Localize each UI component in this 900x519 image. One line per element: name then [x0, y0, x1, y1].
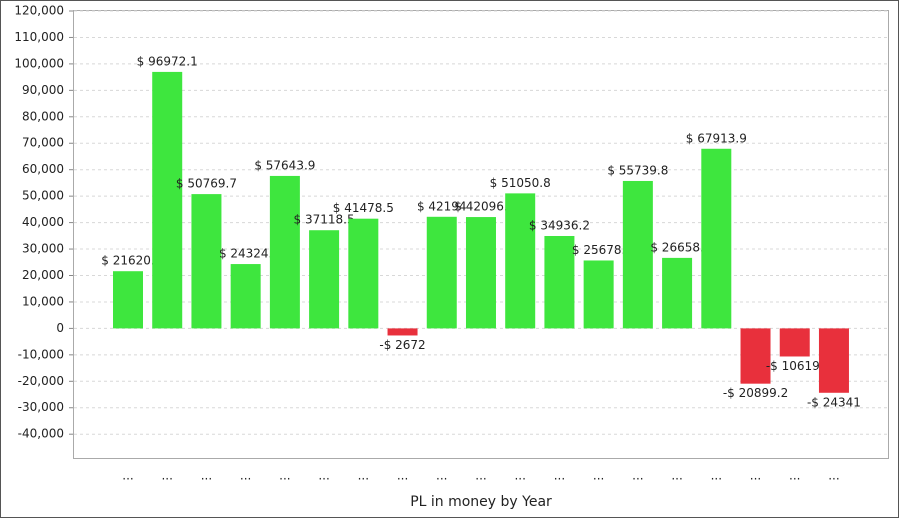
- data-label: $ 24324.: [219, 247, 272, 261]
- data-label: -$ 10619.: [766, 359, 824, 373]
- bar: [779, 328, 810, 357]
- x-tick-label: ...: [554, 469, 565, 483]
- y-tick-label: 80,000: [22, 109, 64, 123]
- bar: [662, 257, 693, 329]
- data-label: $ 55739.8: [607, 163, 668, 177]
- bar: [505, 193, 536, 329]
- data-label: $ 37118.5: [294, 213, 355, 227]
- x-tick-label: ...: [475, 469, 486, 483]
- data-label: $ 26658.: [650, 240, 703, 254]
- x-tick-label: ...: [436, 469, 447, 483]
- bar: [740, 328, 771, 384]
- y-tick-label: 70,000: [22, 136, 64, 150]
- bar: [113, 271, 143, 329]
- bar: [465, 217, 496, 329]
- x-tick-label: ...: [279, 469, 290, 483]
- data-label: -$ 20899.2: [723, 386, 788, 400]
- data-label: $ 34936.2: [529, 218, 590, 232]
- bar: [230, 264, 261, 329]
- x-tick-label: ...: [161, 469, 172, 483]
- y-tick-label: 30,000: [22, 242, 64, 256]
- y-tick-label: 110,000: [14, 30, 64, 44]
- data-label: -$ 2672: [379, 338, 425, 352]
- y-tick-label: 10,000: [22, 294, 64, 308]
- data-label: $ 50769.7: [176, 177, 237, 191]
- y-tick-label: 120,000: [14, 4, 64, 18]
- x-tick-label: ...: [201, 469, 212, 483]
- x-axis-label: PL in money by Year: [410, 494, 552, 510]
- y-tick-label: 90,000: [22, 83, 64, 97]
- x-tick-label: ...: [828, 469, 839, 483]
- data-label: $ 67913.9: [686, 131, 747, 145]
- data-label: $ 41478.5: [333, 201, 394, 215]
- data-label: $ 42194: [417, 199, 467, 213]
- bar: [309, 230, 340, 329]
- data-label: $ 57643.9: [254, 158, 315, 172]
- y-tick-label: 60,000: [22, 162, 64, 176]
- x-tick-label: ...: [122, 469, 133, 483]
- bar: [387, 328, 418, 336]
- data-label: $ 42096.: [454, 200, 507, 214]
- y-tick-label: 50,000: [22, 189, 64, 203]
- data-label: $ 96972.1: [137, 54, 198, 68]
- y-tick-label: 100,000: [14, 56, 64, 70]
- bar: [191, 194, 222, 329]
- y-tick-label: 20,000: [22, 268, 64, 282]
- x-tick-label: ...: [750, 469, 761, 483]
- y-tick-label: 40,000: [22, 215, 64, 229]
- x-tick-label: ...: [593, 469, 604, 483]
- x-tick-label: ...: [514, 469, 525, 483]
- x-tick-label: ...: [789, 469, 800, 483]
- x-tick-label: ...: [397, 469, 408, 483]
- data-label: $ 25678.: [572, 243, 625, 257]
- bar: [269, 175, 300, 329]
- y-tick-label: 0: [56, 321, 64, 335]
- bar: [818, 328, 849, 393]
- x-tick-label: ...: [240, 469, 251, 483]
- y-tick-label: -30,000: [18, 400, 64, 414]
- bar: [544, 235, 575, 329]
- x-tick-label: ...: [318, 469, 329, 483]
- x-tick-label: ...: [671, 469, 682, 483]
- bar: [426, 216, 457, 329]
- data-label: $ 51050.8: [490, 176, 551, 190]
- x-tick-label: ...: [358, 469, 369, 483]
- x-tick-label: ...: [632, 469, 643, 483]
- bar: [152, 71, 183, 329]
- y-tick-label: -20,000: [18, 374, 64, 388]
- x-tick-label: ...: [711, 469, 722, 483]
- bar: [583, 260, 614, 329]
- bar: [701, 148, 732, 329]
- bar: [622, 180, 653, 329]
- data-label: -$ 24341: [807, 395, 861, 409]
- y-tick-label: -10,000: [18, 347, 64, 361]
- bar: [348, 218, 379, 329]
- data-label: $ 21620.: [101, 254, 154, 268]
- y-tick-label: -40,000: [18, 427, 64, 441]
